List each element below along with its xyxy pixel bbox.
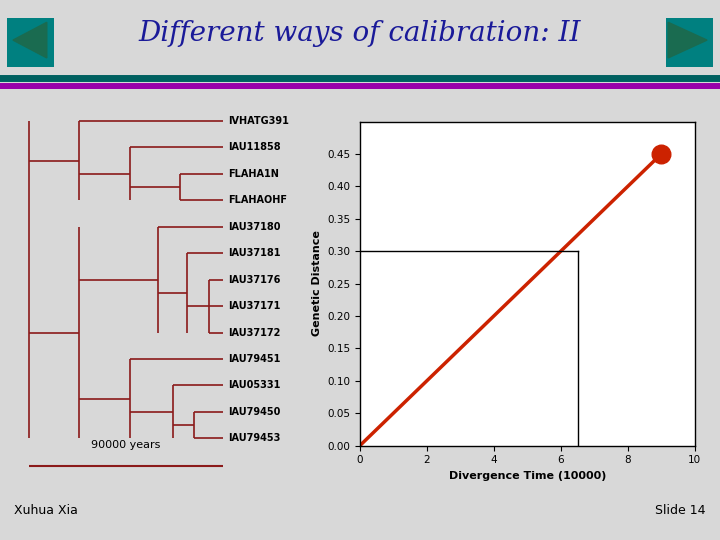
Text: IAU37171: IAU37171	[229, 301, 281, 311]
Text: Different ways of calibration: II: Different ways of calibration: II	[139, 21, 581, 48]
Text: IAU37172: IAU37172	[229, 328, 281, 338]
Text: FLAHAOHF: FLAHAOHF	[229, 195, 287, 205]
Text: IAU11858: IAU11858	[229, 143, 282, 152]
Y-axis label: Genetic Distance: Genetic Distance	[312, 231, 322, 336]
Text: IAU37180: IAU37180	[229, 222, 281, 232]
Polygon shape	[668, 22, 707, 58]
Text: FLAHA1N: FLAHA1N	[229, 169, 279, 179]
Point	[656, 150, 667, 158]
Text: IAU79453: IAU79453	[229, 434, 281, 443]
Text: IVHATG391: IVHATG391	[229, 116, 289, 126]
Text: IAU37181: IAU37181	[229, 248, 281, 258]
Text: IAU79450: IAU79450	[229, 407, 281, 417]
Text: Xuhua Xia: Xuhua Xia	[14, 504, 78, 517]
Text: Slide 14: Slide 14	[655, 504, 706, 517]
Text: 90000 years: 90000 years	[91, 440, 161, 450]
Text: IAU05331: IAU05331	[229, 381, 281, 390]
Text: IAU37176: IAU37176	[229, 275, 281, 285]
Text: IAU79451: IAU79451	[229, 354, 281, 364]
X-axis label: Divergence Time (10000): Divergence Time (10000)	[449, 471, 606, 481]
FancyBboxPatch shape	[7, 18, 54, 67]
Polygon shape	[13, 22, 47, 58]
FancyBboxPatch shape	[666, 18, 713, 67]
